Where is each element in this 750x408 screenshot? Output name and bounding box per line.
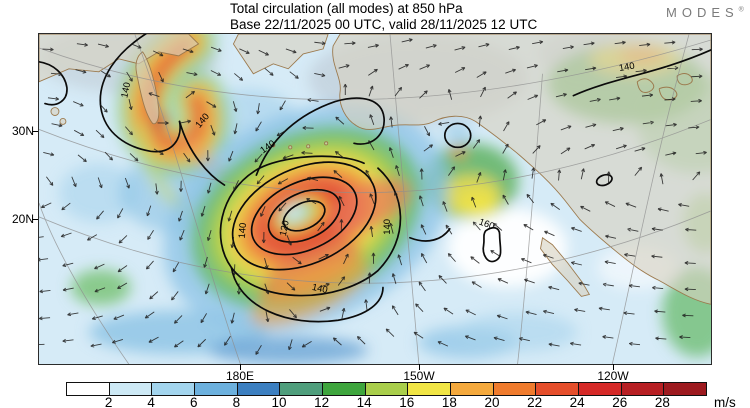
contour-label-6-140: 140 xyxy=(382,219,393,235)
aleutian-3 xyxy=(306,144,311,149)
modes-logo-text: MODES xyxy=(666,5,739,20)
colorbar-seg-7 xyxy=(365,383,409,395)
colorbar-tick-6: 6 xyxy=(190,395,198,408)
chart-title: Total circulation (all modes) at 850 hPa xyxy=(230,1,463,16)
colorbar-units: m/s xyxy=(714,395,736,408)
modes-logo-mark: ® xyxy=(738,6,744,14)
colorbar-seg-8 xyxy=(408,383,452,395)
land-kamchatka xyxy=(135,51,160,125)
lon-tick-120W xyxy=(612,364,614,370)
colorbar-seg-2 xyxy=(152,383,196,395)
aleutian-4 xyxy=(324,141,329,146)
modes-logo: MODES® xyxy=(666,5,744,20)
contour-label-7-160: 160 xyxy=(477,217,496,233)
lat-label-30N: 30N xyxy=(11,124,34,138)
colorbar-tick-12: 12 xyxy=(314,395,330,408)
land-chukotka xyxy=(232,34,329,75)
lat-tick-20N xyxy=(32,218,38,220)
land-north-america xyxy=(332,34,711,305)
lon-label-150W: 150W xyxy=(403,369,435,383)
colorbar-tick-20: 20 xyxy=(484,395,500,408)
colorbar-tick-10: 10 xyxy=(271,395,287,408)
chart-title-block: Total circulation (all modes) at 850 hPa… xyxy=(230,1,537,32)
colorbar-seg-5 xyxy=(280,383,324,395)
colorbar-seg-4 xyxy=(237,383,281,395)
land-islet-1 xyxy=(50,107,60,116)
colorbar-seg-0 xyxy=(67,383,110,395)
lon-tick-180E xyxy=(239,364,241,370)
colorbar-seg-9 xyxy=(451,383,494,395)
colorbar-seg-13 xyxy=(621,383,665,395)
colorbar-tick-16: 16 xyxy=(399,395,415,408)
colorbar-tick-14: 14 xyxy=(356,395,372,408)
colorbar-seg-1 xyxy=(109,383,153,395)
wind-arrows xyxy=(39,38,707,355)
aleutian-2 xyxy=(288,145,293,150)
land-baja xyxy=(540,236,591,297)
lat-tick-30N xyxy=(32,130,38,132)
contour-label-8-140: 140 xyxy=(618,61,635,75)
colorbar-seg-14 xyxy=(664,383,707,395)
lon-label-120W: 120W xyxy=(597,369,629,383)
contour-label-4-120: 120 xyxy=(278,219,292,237)
colorbar-tick-4: 4 xyxy=(147,395,155,408)
colorbar-tick-18: 18 xyxy=(441,395,457,408)
colorbar-seg-11 xyxy=(536,383,580,395)
colorbar-tick-2: 2 xyxy=(104,395,113,408)
land-islet-2 xyxy=(59,118,67,125)
colorbar-tick-8: 8 xyxy=(232,395,241,408)
colorbar-tick-26: 26 xyxy=(612,395,628,408)
colorbar-seg-12 xyxy=(579,383,622,395)
colorbar-seg-10 xyxy=(493,383,537,395)
lon-label-180E: 180E xyxy=(225,369,255,383)
colorbar-tick-28: 28 xyxy=(654,395,670,408)
colorbar-seg-6 xyxy=(323,383,366,395)
wind-arrow-glyphs xyxy=(39,38,707,355)
colorbar xyxy=(66,382,707,396)
great-lakes xyxy=(636,73,693,101)
chart-subtitle: Base 22/11/2025 00 UTC, valid 28/11/2025… xyxy=(230,16,538,32)
lon-tick-150W xyxy=(418,364,420,370)
colorbar-tick-24: 24 xyxy=(569,395,585,408)
contour-label-0-140: 140 xyxy=(119,81,133,99)
colorbar-tick-22: 22 xyxy=(527,395,543,408)
map-canvas: 140 140 140 140 120 140 140 160 140 xyxy=(38,33,712,365)
lat-label-20N: 20N xyxy=(11,212,34,226)
colorbar-seg-3 xyxy=(195,383,238,395)
contour-label-3-140: 140 xyxy=(237,222,249,239)
